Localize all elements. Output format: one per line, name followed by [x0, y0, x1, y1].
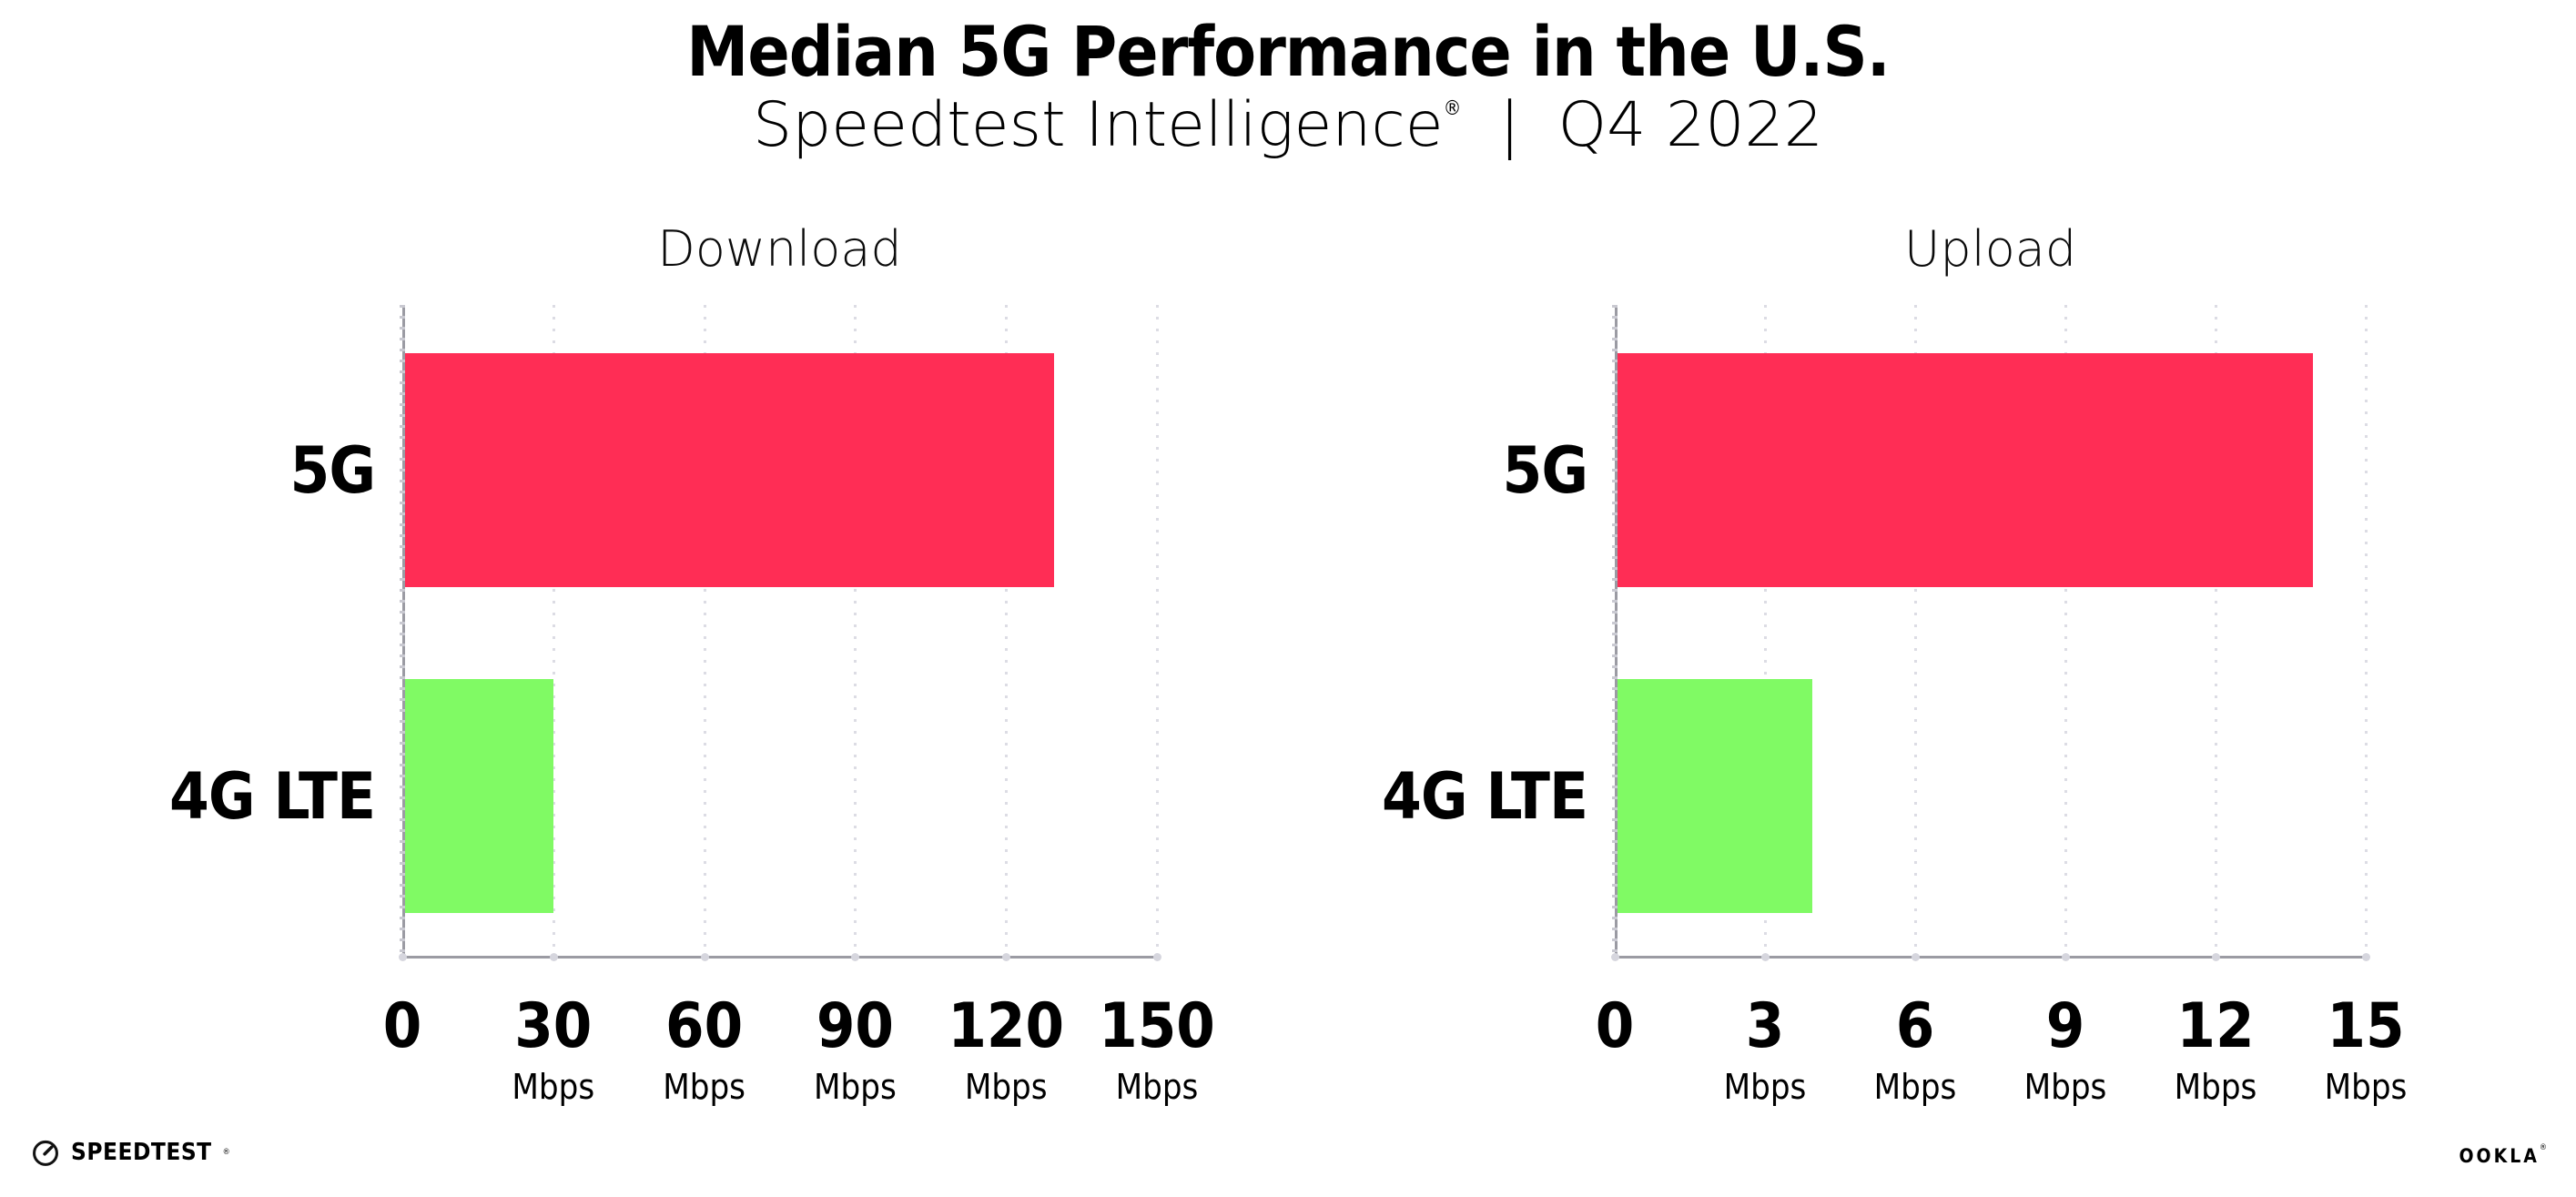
x-tick-label-0: 0: [1595, 990, 1635, 1062]
x-axis-tick-dot: [851, 953, 860, 961]
x-tick-unit-label: Mbps: [2324, 1067, 2408, 1107]
x-tick-unit-label: Mbps: [2023, 1067, 2107, 1107]
x-axis-tick-dot: [1002, 953, 1011, 961]
x-tick-label-0: 0: [382, 990, 422, 1062]
chart-download: Download 5G 4G LTE 0 30 Mbps 60 Mbps 90 Mbps 120 Mb…: [102, 209, 1215, 1129]
x-axis-tick-dot: [1912, 953, 1920, 961]
speedtest-logo: SPEEDTEST ®: [31, 1138, 230, 1167]
subtitle-brand: Speedtest Intelligence: [752, 89, 1444, 162]
category-label-5g: 5G: [1502, 432, 1589, 508]
gridline-6: [1914, 305, 1917, 956]
bar-5g: [405, 353, 1054, 587]
page-subtitle: Speedtest Intelligence® | Q4 2022: [0, 89, 2576, 162]
gridline-60: [703, 305, 706, 956]
x-axis-tick-dot: [2062, 953, 2070, 961]
gridline-12: [2215, 305, 2217, 956]
x-tick-label-9: 9: [2045, 990, 2085, 1062]
x-tick-label-15: 15: [2327, 990, 2405, 1062]
ookla-wordmark: OOKLA: [2459, 1145, 2540, 1167]
subtitle-period: Q4 2022: [1557, 89, 1824, 162]
x-tick-unit-label: Mbps: [1873, 1067, 1957, 1107]
x-tick-label-30: 30: [514, 990, 593, 1062]
plot-area-download: [399, 305, 1161, 961]
x-tick-label-90: 90: [816, 990, 894, 1062]
x-tick-unit-label: Mbps: [1115, 1067, 1199, 1107]
y-axis-minor-ticks: [400, 305, 405, 959]
gridline-150: [1156, 305, 1159, 956]
header: Median 5G Performance in the U.S. Speedt…: [0, 0, 2576, 160]
x-axis-tick-dot: [549, 953, 558, 961]
gridline-9: [2064, 305, 2067, 956]
registered-trademark-mark: ®: [1443, 97, 1462, 121]
x-tick-label-120: 120: [948, 990, 1065, 1062]
x-tick-unit-label: Mbps: [2174, 1067, 2257, 1107]
x-axis-tick-dot: [1761, 953, 1770, 961]
bar-5g: [1618, 353, 2313, 587]
chart-title-download: Download: [657, 220, 902, 278]
subtitle-divider: |: [1499, 89, 1520, 162]
speedtest-gauge-icon: [33, 1140, 58, 1166]
gridline-15: [2365, 305, 2368, 956]
x-axis-tick-dot: [700, 953, 709, 961]
x-tick-label-150: 150: [1099, 990, 1215, 1062]
bar-4g-lte: [405, 679, 553, 913]
category-label-5g: 5G: [289, 432, 377, 508]
speedtest-registered-mark: ®: [222, 1148, 230, 1157]
x-tick-label-12: 12: [2176, 990, 2255, 1062]
x-axis-tick-dot: [2212, 953, 2220, 961]
ookla-logo: OOKLA®: [2459, 1143, 2547, 1167]
x-tick-unit-label: Mbps: [512, 1067, 595, 1107]
gridline-3: [1764, 305, 1767, 956]
x-tick-unit-label: Mbps: [1723, 1067, 1807, 1107]
speedtest-wordmark: SPEEDTEST: [71, 1139, 212, 1166]
category-label-4g-lte: 4G LTE: [169, 758, 376, 834]
x-tick-unit-label: Mbps: [663, 1067, 745, 1107]
plot-area-upload: [1611, 305, 2370, 961]
x-axis-tick-dot: [1611, 953, 1619, 961]
x-tick-unit-label: Mbps: [964, 1067, 1048, 1107]
gridline-30: [552, 305, 555, 956]
bar-4g-lte: [1618, 679, 1812, 913]
x-tick-unit-label: Mbps: [814, 1067, 897, 1107]
ookla-registered-mark: ®: [2539, 1143, 2547, 1152]
x-axis-tick-dot: [2362, 953, 2370, 961]
x-axis-tick-dot: [399, 953, 407, 961]
chart-upload: Upload 5G 4G LTE 0 3 Mbps 6 Mbps 9 Mbps 12 Mbps 15 Mb…: [1314, 209, 2407, 1129]
x-axis-tick-dot: [1153, 953, 1161, 961]
x-tick-label-3: 3: [1745, 990, 1785, 1062]
y-axis-minor-ticks: [1612, 305, 1618, 959]
gridline-90: [854, 305, 857, 956]
page-title: Median 5G Performance in the U.S.: [686, 11, 1890, 92]
x-tick-label-60: 60: [665, 990, 744, 1062]
category-label-4g-lte: 4G LTE: [1382, 758, 1588, 834]
gridline-120: [1005, 305, 1009, 956]
chart-title-upload: Upload: [1903, 220, 2077, 278]
x-tick-label-6: 6: [1895, 990, 1935, 1062]
